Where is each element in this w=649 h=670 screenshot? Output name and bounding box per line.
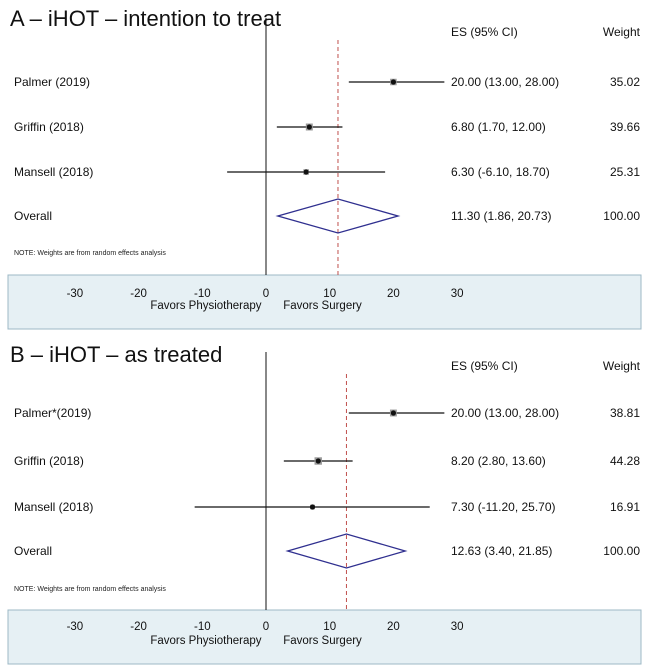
panel-b-overall-ci-text: 12.63 (3.40, 21.85)	[451, 544, 552, 558]
panel-a-point-estimate	[303, 169, 309, 175]
panel-a-es-header: ES (95% CI)	[451, 25, 518, 39]
panel-b-favor-right: Favors Surgery	[283, 635, 362, 647]
panel-a-favor-left: Favors Physiotherapy	[150, 300, 261, 312]
panel-b-ci-text: 8.20 (2.80, 13.60)	[451, 454, 546, 468]
panel-b-weight-header: Weight	[603, 359, 641, 373]
panel-a-x-tick-label: 0	[263, 288, 269, 300]
panel-a-study-label: Mansell (2018)	[14, 165, 93, 179]
panel-a-point-estimate	[390, 79, 396, 85]
panel-a-overall-label: Overall	[14, 209, 52, 223]
panel-a-overall-diamond	[275, 198, 401, 234]
panel-a-weight-text: 39.66	[610, 120, 640, 134]
panel-b-axis-band	[7, 609, 642, 665]
panel-b-x-tick-label: 10	[323, 621, 336, 633]
panel-a-x-tick-label: -20	[130, 288, 147, 300]
panel-a-point-estimate	[306, 124, 312, 130]
panel-a-x-tick-label: 30	[451, 288, 464, 300]
panel-b-ci-text: 7.30 (-11.20, 25.70)	[451, 500, 556, 514]
panel-b-overall-label: Overall	[14, 544, 52, 558]
panel-b-point-estimate	[390, 410, 396, 416]
panel-b-note: NOTE: Weights are from random effects an…	[14, 586, 166, 593]
panel-b-x-tick-label: -30	[67, 621, 84, 633]
panel-b-x-tick-label: 30	[451, 621, 464, 633]
panel-a-x-tick-label: -10	[194, 288, 211, 300]
panel-a-overall-ci-text: 11.30 (1.86, 20.73)	[451, 209, 552, 223]
panel-a-axis-band	[7, 274, 642, 330]
panel-a-x-tick-label: -30	[67, 288, 84, 300]
panel-a-study-label: Palmer (2019)	[14, 75, 90, 89]
panel-a-study-label: Griffin (2018)	[14, 120, 84, 134]
panel-b-point-estimate	[315, 458, 321, 464]
panel-a-ci-text: 6.30 (-6.10, 18.70)	[451, 165, 550, 179]
panel-b-x-tick-label: 0	[263, 621, 269, 633]
panel-a-weight-header: Weight	[603, 25, 641, 39]
panel-b-x-tick-label: -10	[194, 621, 211, 633]
panel-b-study-label: Griffin (2018)	[14, 454, 84, 468]
panel-b-ci-text: 20.00 (13.00, 28.00)	[451, 406, 559, 420]
panel-a-x-tick-label: 20	[387, 288, 400, 300]
panel-a-note: NOTE: Weights are from random effects an…	[14, 250, 166, 257]
panel-b-study-label: Palmer*(2019)	[14, 406, 91, 420]
panel-a-title: A – iHOT – intention to treat	[10, 6, 281, 31]
panel-a-overall-weight-text: 100.00	[603, 209, 640, 223]
panel-b-weight-text: 44.28	[610, 454, 640, 468]
panel-a-weight-text: 25.31	[610, 165, 640, 179]
panel-a-ci-text: 6.80 (1.70, 12.00)	[451, 120, 546, 134]
panel-b-study-label: Mansell (2018)	[14, 500, 93, 514]
panel-b-overall-diamond	[285, 533, 408, 569]
panel-b-overall-weight-text: 100.00	[603, 544, 640, 558]
panel-b-x-tick-label: -20	[130, 621, 147, 633]
panel-b-point-estimate	[309, 504, 316, 510]
panel-b-weight-text: 16.91	[610, 500, 640, 514]
panel-a-x-tick-label: 10	[323, 288, 336, 300]
panel-a-weight-text: 35.02	[610, 75, 640, 89]
panel-a-favor-right: Favors Surgery	[283, 300, 362, 312]
panel-b-x-tick-label: 20	[387, 621, 400, 633]
panel-b-es-header: ES (95% CI)	[451, 359, 518, 373]
panel-a-ci-text: 20.00 (13.00, 28.00)	[451, 75, 559, 89]
panel-b-favor-left: Favors Physiotherapy	[150, 635, 261, 647]
panel-b-weight-text: 38.81	[610, 406, 640, 420]
panel-b-title: B – iHOT – as treated	[10, 342, 222, 367]
